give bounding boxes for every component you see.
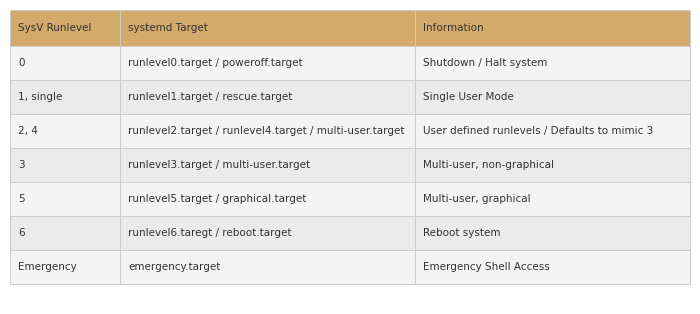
Bar xyxy=(415,46,690,80)
Bar xyxy=(415,148,690,182)
Text: runlevel6.taregt / reboot.target: runlevel6.taregt / reboot.target xyxy=(128,228,291,238)
Text: Emergency: Emergency xyxy=(18,262,77,272)
Bar xyxy=(10,250,120,284)
Text: systemd Target: systemd Target xyxy=(128,23,208,33)
Bar xyxy=(120,216,415,250)
Bar xyxy=(10,46,120,80)
Text: Shutdown / Halt system: Shutdown / Halt system xyxy=(423,58,547,68)
Bar xyxy=(120,114,415,148)
Text: runlevel2.target / runlevel4.target / multi-user.target: runlevel2.target / runlevel4.target / mu… xyxy=(128,126,405,136)
Text: Emergency Shell Access: Emergency Shell Access xyxy=(423,262,550,272)
Text: runlevel3.target / multi-user.target: runlevel3.target / multi-user.target xyxy=(128,160,310,170)
Text: 0: 0 xyxy=(18,58,25,68)
Bar xyxy=(10,10,120,46)
Bar xyxy=(10,80,120,114)
Bar xyxy=(120,46,415,80)
Text: Multi-user, graphical: Multi-user, graphical xyxy=(423,194,531,204)
Bar xyxy=(10,182,120,216)
Text: 5: 5 xyxy=(18,194,25,204)
Bar xyxy=(10,216,120,250)
Text: SysV Runlevel: SysV Runlevel xyxy=(18,23,92,33)
Text: User defined runlevels / Defaults to mimic 3: User defined runlevels / Defaults to mim… xyxy=(423,126,653,136)
Text: runlevel5.target / graphical.target: runlevel5.target / graphical.target xyxy=(128,194,307,204)
Text: 3: 3 xyxy=(18,160,25,170)
Bar xyxy=(120,148,415,182)
Text: 6: 6 xyxy=(18,228,25,238)
Bar xyxy=(415,182,690,216)
Text: Single User Mode: Single User Mode xyxy=(423,92,514,102)
Bar xyxy=(120,80,415,114)
Bar xyxy=(415,250,690,284)
Text: runlevel1.target / rescue.target: runlevel1.target / rescue.target xyxy=(128,92,293,102)
Text: Multi-user, non-graphical: Multi-user, non-graphical xyxy=(423,160,554,170)
Text: Information: Information xyxy=(423,23,484,33)
Text: 2, 4: 2, 4 xyxy=(18,126,38,136)
Bar xyxy=(415,114,690,148)
Text: emergency.target: emergency.target xyxy=(128,262,220,272)
Bar xyxy=(415,80,690,114)
Bar xyxy=(10,114,120,148)
Bar xyxy=(120,10,415,46)
Bar xyxy=(415,10,690,46)
Bar xyxy=(120,182,415,216)
Text: Reboot system: Reboot system xyxy=(423,228,500,238)
Bar xyxy=(415,216,690,250)
Text: 1, single: 1, single xyxy=(18,92,62,102)
Text: runlevel0.target / poweroff.target: runlevel0.target / poweroff.target xyxy=(128,58,302,68)
Bar xyxy=(120,250,415,284)
Bar xyxy=(10,148,120,182)
